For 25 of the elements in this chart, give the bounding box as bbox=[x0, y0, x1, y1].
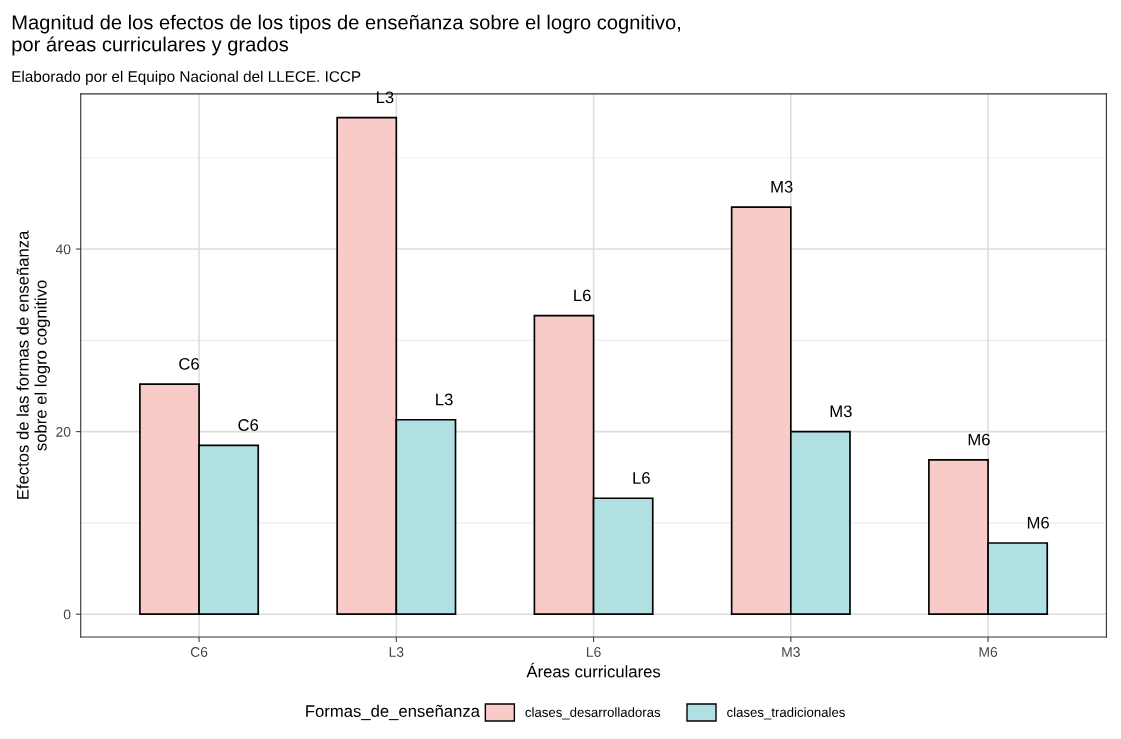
annotation: L3 bbox=[436, 393, 453, 406]
legend-title: Formas_de_enseñanza bbox=[306, 704, 480, 721]
annotation: C6 bbox=[238, 419, 259, 431]
annotation: M3 bbox=[771, 180, 793, 193]
y-tick-label: 40 bbox=[55, 244, 71, 255]
annotation: L6 bbox=[633, 472, 650, 484]
x-tick-label: M6 bbox=[979, 647, 998, 657]
y-tick-label: 20 bbox=[56, 426, 71, 437]
legend-label: clases_tradicionales bbox=[727, 707, 845, 720]
y-axis-title: Efectos de las formas de enseñanza sobre el logro cognitivo bbox=[16, 230, 50, 499]
chart-title: Magnitud de los efectos de los tipos de enseñanza sobre el logro cognitivo, por áreas curriculares y grados bbox=[12, 14, 680, 56]
annotation: C6 bbox=[179, 357, 199, 370]
annotation: L3 bbox=[376, 91, 394, 104]
annotation: M6 bbox=[968, 433, 990, 446]
chart-subtitle: Elaborado por el Equipo Nacional del LLECE. ICCP bbox=[12, 70, 361, 85]
y-tick-label: 0 bbox=[63, 609, 71, 620]
x-tick-label: L6 bbox=[586, 647, 601, 657]
annotation: M3 bbox=[830, 405, 852, 418]
legend-label: clases_desarrolladoras bbox=[525, 707, 661, 720]
x-tick-label: M3 bbox=[782, 647, 800, 657]
annotation: L6 bbox=[574, 289, 591, 302]
annotation: M6 bbox=[1027, 516, 1049, 529]
x-tick-label: L3 bbox=[389, 647, 404, 657]
x-axis-title: Áreas curriculares bbox=[526, 662, 661, 678]
x-tick-label: C6 bbox=[190, 647, 208, 657]
